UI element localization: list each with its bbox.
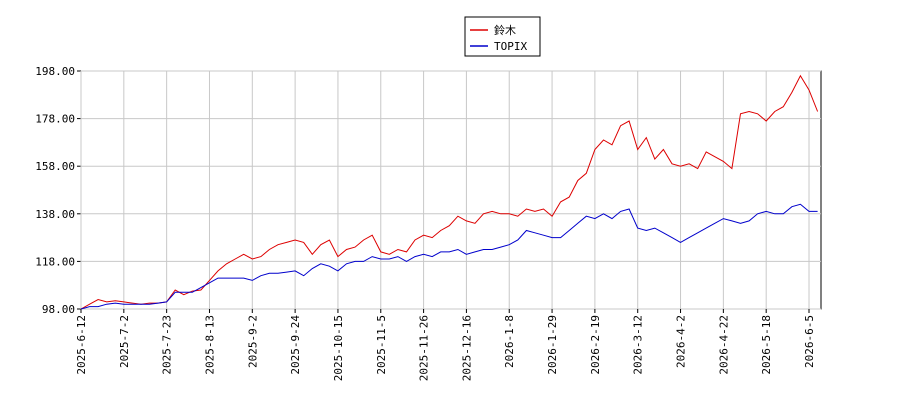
- x-tick-label: 2025-12-16: [460, 315, 473, 381]
- legend-label: TOPIX: [494, 40, 527, 53]
- x-tick-label: 2026-4-22: [717, 315, 730, 375]
- y-tick-label: 118.00: [35, 255, 75, 268]
- legend: [464, 16, 541, 57]
- x-tick-label: 2025-10-15: [332, 315, 345, 381]
- series-line: [80, 74, 819, 310]
- y-tick-label: 138.00: [35, 208, 75, 221]
- y-tick-label: 98.00: [42, 303, 75, 316]
- x-tick-label: 2025-11-5: [375, 315, 388, 375]
- x-tick-label: 2026-2-19: [589, 315, 602, 375]
- x-tick-label: 2025-8-13: [203, 315, 216, 375]
- x-tick-label: 2025-7-2: [118, 315, 131, 368]
- x-tick-label: 2026-6-5: [803, 315, 816, 368]
- x-tick-label: 2025-6-12: [75, 315, 88, 375]
- x-tick-label: 2026-1-29: [546, 315, 559, 375]
- x-tick-label: 2025-9-24: [289, 315, 302, 375]
- x-tick-label: 2026-3-12: [632, 315, 645, 375]
- x-tick-label: 2026-4-2: [675, 315, 688, 368]
- legend-label: 鈴木: [494, 23, 516, 37]
- x-tick-label: 2026-5-18: [760, 315, 773, 375]
- x-tick-label: 2025-9-2: [246, 315, 259, 368]
- x-tick-label: 2025-11-26: [418, 315, 431, 381]
- y-tick-label: 198.00: [35, 65, 75, 78]
- plot-frame: [80, 70, 822, 310]
- y-tick-label: 158.00: [35, 160, 75, 173]
- x-tick-label: 2025-7-23: [161, 315, 174, 375]
- x-tick-label: 2026-1-8: [503, 315, 516, 368]
- y-tick-label: 178.00: [35, 113, 75, 126]
- series-line: [80, 203, 818, 310]
